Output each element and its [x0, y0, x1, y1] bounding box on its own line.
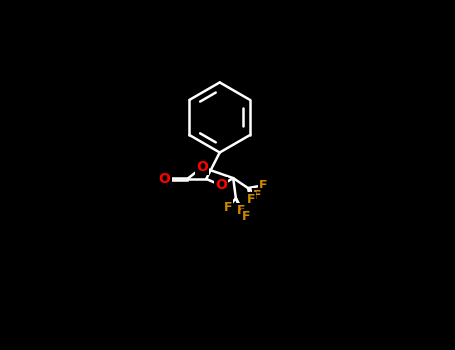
Text: F: F: [258, 179, 267, 192]
Text: F: F: [223, 201, 232, 214]
Text: O: O: [158, 172, 171, 186]
Text: F: F: [242, 210, 250, 223]
Text: F: F: [247, 193, 255, 206]
Text: F: F: [237, 204, 245, 217]
Text: F: F: [253, 189, 262, 202]
Text: O: O: [215, 178, 227, 192]
Text: O: O: [196, 160, 208, 174]
